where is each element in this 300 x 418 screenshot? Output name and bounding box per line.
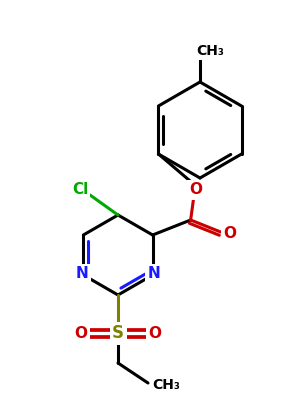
Text: N: N (76, 267, 89, 281)
Text: O: O (74, 326, 88, 341)
Text: CH₃: CH₃ (196, 44, 224, 58)
Text: CH₃: CH₃ (152, 378, 180, 392)
Text: N: N (147, 267, 160, 281)
Text: O: O (189, 183, 202, 197)
Text: O: O (223, 227, 236, 242)
Text: O: O (148, 326, 161, 341)
Text: S: S (112, 324, 124, 342)
Text: Cl: Cl (72, 183, 88, 197)
